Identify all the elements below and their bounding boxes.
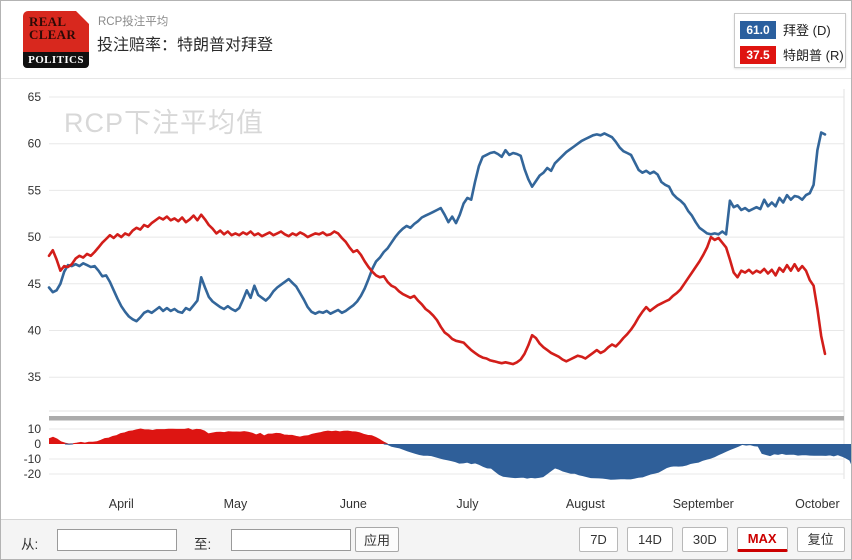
x-month-label: July [456, 497, 479, 511]
nav-edge-trump [48, 436, 70, 445]
logo-corner-fold-icon [76, 11, 89, 24]
range-button-reset[interactable]: 复位 [796, 527, 845, 552]
legend-value-badge: 61.0 [740, 20, 776, 39]
apply-button[interactable]: 应用 [355, 527, 399, 552]
nav-y-tick-label: 0 [34, 437, 41, 451]
footer-toolbar: 从: 至: 应用 7D 14D 30D MAX 复位 [1, 519, 851, 559]
legend-value-badge: 37.5 [740, 45, 776, 64]
series-line-biden [47, 131, 827, 323]
nav-edge-trump [68, 428, 388, 445]
range-button-30d[interactable]: 30D [681, 527, 728, 552]
from-label: 从: [21, 537, 39, 552]
legend-label: 特朗普 (R) [783, 48, 844, 63]
chart-watermark: RCP下注平均值 [64, 108, 264, 138]
main-y-tick-label: 65 [28, 90, 42, 104]
range-buttons-group: 7D 14D 30D MAX 复位 [579, 527, 845, 552]
main-y-tick-label: 50 [28, 230, 42, 244]
nav-y-tick-label: 10 [28, 422, 42, 436]
range-button-max[interactable]: MAX [736, 527, 788, 552]
chart-subtitle: RCP投注平均 [98, 16, 169, 28]
main-y-tick-label: 55 [28, 183, 42, 197]
legend-label: 拜登 (D) [783, 23, 831, 38]
range-button-7d[interactable]: 7D [579, 527, 618, 552]
main-y-tick-label: 45 [28, 277, 42, 291]
nav-y-tick-label: -20 [24, 467, 42, 481]
nav-y-tick-label: -10 [24, 452, 42, 466]
logo-line-politics: POLITICS [23, 52, 89, 68]
x-month-label: August [566, 497, 605, 511]
nav-area-trump-lead [49, 428, 851, 444]
nav-edge-biden [383, 443, 851, 480]
nav-area-biden-lead [49, 444, 851, 480]
main-y-tick-label: 40 [28, 324, 42, 338]
main-y-tick-label: 35 [28, 370, 42, 384]
x-month-label: June [340, 497, 367, 511]
legend-box: 61.0 拜登 (D) 37.5 特朗普 (R) [734, 13, 846, 68]
rcp-logo: REAL CLEAR POLITICS [23, 11, 89, 68]
x-month-label: October [795, 497, 839, 511]
x-month-label: April [109, 497, 134, 511]
logo-line-clear: CLEAR [29, 27, 77, 42]
legend-row[interactable]: 37.5 特朗普 (R) [740, 45, 845, 64]
legend-row[interactable]: 61.0 拜登 (D) [740, 20, 845, 39]
range-button-14d[interactable]: 14D [627, 527, 673, 552]
panel-separator-bar[interactable] [49, 416, 844, 421]
x-month-label: September [673, 497, 734, 511]
main-y-tick-label: 60 [28, 137, 42, 151]
series-line-trump [47, 213, 827, 366]
to-date-input[interactable] [231, 529, 351, 551]
to-label: 至: [194, 537, 212, 552]
from-date-input[interactable] [57, 529, 177, 551]
logo-line-real: REAL [29, 14, 67, 29]
chart-title: 投注赔率：特朗普对拜登 [97, 37, 274, 54]
logo-text-real-clear: REAL CLEAR [29, 15, 76, 41]
header-divider [1, 78, 851, 79]
x-month-label: May [224, 497, 248, 511]
